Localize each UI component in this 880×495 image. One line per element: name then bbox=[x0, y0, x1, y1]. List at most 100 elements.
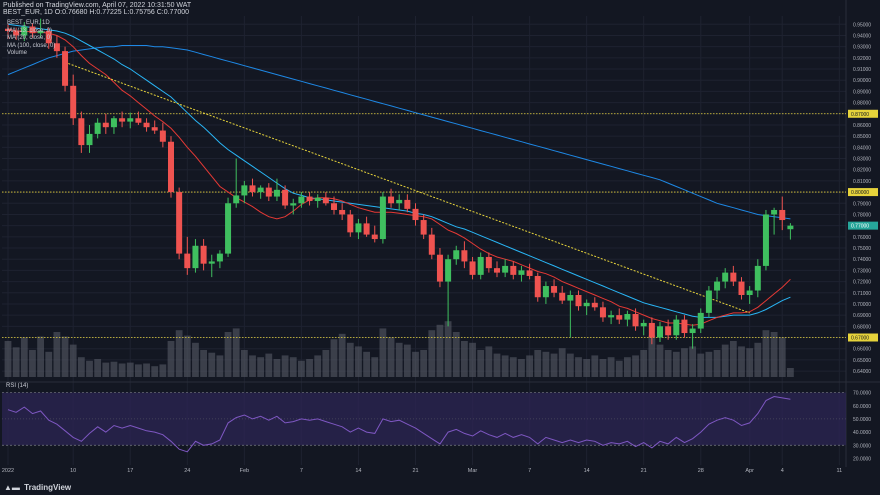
volume-bar bbox=[379, 328, 387, 377]
volume-bar bbox=[558, 348, 566, 377]
candle-body bbox=[29, 26, 36, 34]
price-tick-label: 0.91000 bbox=[853, 67, 871, 73]
legend-item[interactable]: MA (20, close, 0) bbox=[7, 35, 53, 42]
candle-body bbox=[551, 286, 558, 293]
volume-bar bbox=[526, 355, 533, 377]
candle-body bbox=[127, 118, 134, 122]
time-tick-label: Apr bbox=[745, 468, 754, 474]
volume-bar bbox=[240, 350, 248, 377]
time-tick-label: 7 bbox=[300, 468, 303, 474]
time-tick-label: 24 bbox=[184, 468, 190, 474]
price-tick-label: 0.79000 bbox=[853, 201, 871, 207]
price-tick-label: 0.72000 bbox=[853, 280, 871, 286]
legend-item[interactable]: MA (13, close, 0) bbox=[7, 27, 53, 34]
price-tick-label: 0.90000 bbox=[853, 78, 871, 84]
volume-bar bbox=[428, 330, 436, 377]
candle-body bbox=[119, 118, 126, 122]
candle-body bbox=[779, 209, 786, 221]
volume-bar bbox=[754, 342, 762, 377]
candle-body bbox=[583, 302, 590, 307]
candle-body bbox=[608, 315, 615, 318]
candle-body bbox=[322, 197, 329, 204]
candle-body bbox=[657, 326, 663, 338]
volume-bar bbox=[151, 366, 159, 377]
price-tick-label: 0.70000 bbox=[853, 302, 871, 308]
candle-body bbox=[404, 199, 411, 209]
candle-body bbox=[494, 268, 500, 273]
candle-body bbox=[632, 314, 639, 327]
grid-lines bbox=[0, 0, 880, 467]
candle-body bbox=[420, 220, 427, 235]
candle-body bbox=[762, 214, 769, 266]
indicator-legend: BEST_EUR, 1D MA (13, close, 0) MA (20, c… bbox=[7, 20, 55, 58]
volume-bar bbox=[86, 360, 93, 377]
volume-bar bbox=[648, 335, 656, 377]
legend-item[interactable]: MA (100, close, 0) bbox=[7, 42, 56, 49]
volume-bar bbox=[338, 333, 346, 377]
candle-body bbox=[282, 189, 289, 206]
volume-bar bbox=[61, 336, 69, 377]
level-label-box bbox=[848, 333, 878, 342]
volume-bar bbox=[363, 351, 370, 377]
candle-body bbox=[53, 43, 60, 52]
candle-body bbox=[436, 254, 443, 282]
candle-body bbox=[371, 234, 378, 240]
volume-bar bbox=[110, 361, 118, 377]
level-label: 0.87000 bbox=[851, 112, 869, 118]
volume-bar bbox=[550, 353, 558, 377]
volume-bar bbox=[518, 359, 525, 377]
volume-bar bbox=[656, 344, 664, 377]
rsi-label[interactable]: RSI (14) bbox=[6, 383, 29, 389]
volume-bar bbox=[485, 346, 493, 377]
time-tick-label: 11 bbox=[836, 468, 842, 474]
volume-bar bbox=[371, 357, 379, 377]
candle-body bbox=[363, 223, 370, 235]
volume-bar bbox=[395, 342, 403, 377]
volume-bar bbox=[322, 350, 330, 377]
candle-body bbox=[787, 225, 794, 230]
candle-body bbox=[78, 118, 85, 146]
time-tick-label: Feb bbox=[240, 468, 249, 474]
volume-bar bbox=[452, 332, 460, 377]
time-tick-label: 2022 bbox=[2, 468, 14, 474]
candle-body bbox=[388, 196, 395, 204]
volume-bar bbox=[770, 332, 778, 377]
volume-bar bbox=[183, 335, 191, 377]
candle-body bbox=[518, 270, 525, 275]
candle-body bbox=[339, 209, 346, 215]
candle-body bbox=[70, 85, 77, 119]
volume-bar bbox=[167, 341, 175, 377]
volume-bar bbox=[607, 357, 615, 377]
symbol-ohlc-line: BEST_EUR, 1D O:0.76680 H:0.77225 L:0.757… bbox=[3, 9, 190, 16]
volume-bars bbox=[4, 321, 794, 377]
candle-body bbox=[754, 265, 761, 291]
trendline bbox=[64, 61, 750, 314]
volume-bar bbox=[599, 359, 607, 377]
volume-bar bbox=[534, 350, 542, 377]
price-tick-label: 0.95000 bbox=[853, 22, 871, 28]
time-tick-label: 10 bbox=[70, 468, 76, 474]
last-price-box bbox=[848, 221, 878, 230]
candle-body bbox=[249, 185, 256, 193]
volume-bar bbox=[94, 359, 102, 377]
candle-body bbox=[21, 26, 28, 36]
volume-bar bbox=[265, 353, 273, 377]
volume-bar bbox=[216, 355, 224, 377]
tradingview-logo-icon: ▲▬ bbox=[4, 483, 20, 492]
candle-body bbox=[624, 314, 631, 320]
candle-body bbox=[567, 294, 574, 301]
volume-bar bbox=[713, 350, 721, 377]
candle-body bbox=[526, 270, 533, 276]
tradingview-brand[interactable]: ▲▬ TradingView bbox=[4, 483, 71, 492]
level-label: 0.67000 bbox=[851, 336, 869, 342]
candle-body bbox=[412, 208, 419, 221]
rsi-pane bbox=[2, 392, 846, 453]
volume-bar bbox=[306, 359, 313, 377]
legend-item[interactable]: BEST_EUR, 1D bbox=[7, 20, 50, 26]
volume-bar bbox=[69, 344, 77, 377]
legend-item[interactable]: Volume bbox=[7, 50, 28, 57]
rsi-tick-label: 30.0000 bbox=[853, 443, 871, 449]
price-tick-label: 0.84000 bbox=[853, 145, 871, 151]
volume-bar bbox=[281, 355, 289, 377]
